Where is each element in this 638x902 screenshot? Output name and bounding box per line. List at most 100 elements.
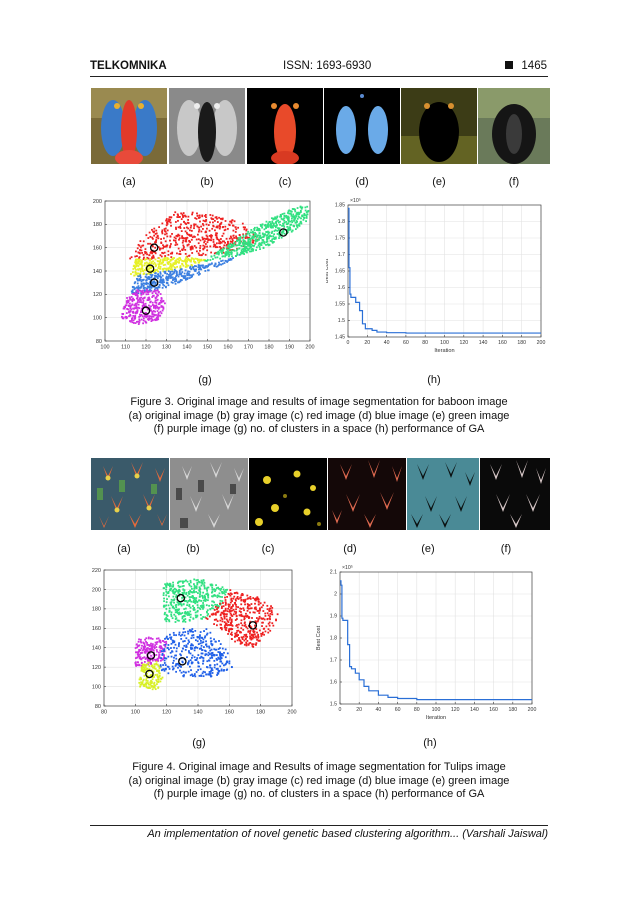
scatter-point [153, 646, 156, 648]
y-tick-label: 200 [92, 587, 101, 593]
scatter-point [165, 224, 168, 227]
scatter-point [264, 612, 267, 615]
scatter-point [150, 654, 152, 657]
scatter-point [137, 320, 140, 323]
scatter-point [234, 612, 237, 615]
scatter-point [184, 618, 187, 620]
scatter-point [173, 263, 176, 265]
scatter-point [145, 281, 148, 284]
scatter-point [150, 685, 153, 688]
fig4-caption-line-3: (f) purple image (g) no. of clusters in … [153, 788, 485, 801]
scatter-point [223, 240, 225, 243]
scatter-point [228, 593, 231, 596]
scatter-point [172, 589, 174, 592]
scatter-point [300, 217, 302, 220]
scatter-point [231, 634, 233, 636]
scatter-point [156, 673, 159, 676]
y-tick-label: 1.5 [330, 702, 337, 708]
fig3-label-b: (b) [200, 176, 214, 188]
scatter-point [219, 656, 222, 659]
scatter-point [200, 600, 203, 602]
scatter-point [155, 658, 158, 661]
scatter-point [187, 663, 189, 666]
scatter-point [247, 243, 250, 246]
scatter-point [228, 603, 231, 606]
scatter-point [173, 213, 175, 216]
scatter-point [243, 239, 246, 242]
scatter-point [212, 238, 215, 241]
scatter-point [172, 581, 174, 584]
scatter-point [267, 235, 270, 238]
scatter-point [274, 221, 277, 223]
scatter-point [166, 582, 168, 585]
scatter-point [144, 252, 147, 255]
scatter-point [228, 609, 231, 611]
scatter-point [239, 236, 242, 238]
scatter-point [161, 279, 164, 282]
scatter-point [166, 257, 169, 259]
scatter-point [162, 587, 165, 590]
scatter-point [153, 227, 156, 230]
scatter-point [190, 247, 192, 250]
scatter-point [230, 624, 233, 627]
scatter-point [129, 310, 132, 313]
scatter-point [199, 220, 201, 223]
scatter-point [289, 220, 292, 223]
scatter-point [164, 255, 167, 257]
scatter-point [182, 620, 184, 623]
scatter-point [166, 277, 169, 280]
scatter-point [171, 665, 174, 668]
scatter-point [153, 665, 156, 668]
scatter-point [256, 229, 258, 231]
scatter-point [151, 245, 154, 248]
scatter-point [169, 259, 172, 262]
scatter-point [205, 673, 208, 676]
scatter-point [194, 614, 197, 617]
scatter-point [197, 242, 200, 245]
scatter-point [126, 299, 129, 302]
scatter-point [186, 236, 189, 239]
scatter-point [191, 594, 194, 597]
scatter-point [155, 637, 158, 640]
y-tick-label: 2.1 [330, 570, 337, 576]
scatter-point [266, 608, 269, 611]
scatter-point [182, 581, 184, 584]
scatter-point [232, 229, 235, 232]
scatter-point [132, 307, 134, 310]
scatter-point [221, 248, 224, 251]
scatter-point [175, 228, 177, 230]
scatter-point [211, 600, 214, 603]
scatter-point [231, 628, 234, 631]
scatter-point [224, 593, 227, 596]
scatter-point [139, 652, 142, 654]
scatter-point [162, 245, 165, 248]
scatter-point [246, 605, 249, 608]
scatter-point [150, 265, 153, 267]
x-tick-label: 140 [479, 340, 488, 346]
scatter-point [199, 636, 201, 638]
scatter-point [244, 241, 247, 243]
x-tick-label: 80 [414, 707, 420, 713]
scatter-point [189, 606, 192, 609]
scatter-point [147, 318, 149, 321]
scatter-point [170, 615, 173, 618]
scatter-point [263, 241, 265, 243]
scatter-point [210, 675, 213, 678]
scatter-point [188, 583, 191, 585]
scatter-point [137, 306, 140, 309]
scatter-point [189, 579, 192, 582]
scatter-point [183, 246, 185, 248]
scatter-point [209, 664, 212, 667]
scatter-point [141, 244, 144, 247]
scatter-point [157, 285, 160, 288]
scatter-point [204, 635, 207, 638]
scatter-point [203, 245, 206, 248]
scatter-point [133, 264, 135, 267]
scatter-point [148, 276, 151, 279]
scatter-point [134, 322, 137, 324]
scatter-point [200, 606, 203, 609]
scatter-point [151, 256, 154, 259]
scatter-point [190, 662, 193, 665]
scatter-point [158, 672, 161, 675]
scatter-point [172, 591, 175, 594]
